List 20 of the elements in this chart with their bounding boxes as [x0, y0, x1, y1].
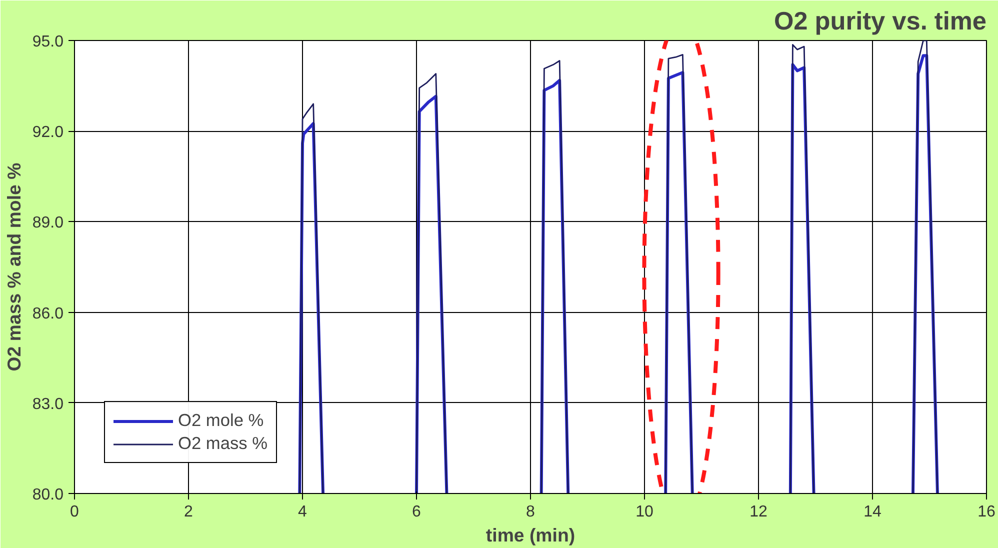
- y-tick-label: 80.0: [32, 486, 64, 504]
- x-tick-label: 4: [298, 504, 308, 520]
- y-tick-label: 89.0: [32, 214, 64, 232]
- y-axis-title: O2 mass % and mole %: [3, 162, 24, 372]
- y-tick-label: 92.0: [32, 124, 64, 142]
- x-axis-title: time (min): [486, 524, 576, 546]
- x-tick-label: 12: [750, 504, 768, 520]
- legend-label: O2 mass %: [178, 433, 268, 454]
- legend-label: O2 mole %: [178, 410, 264, 431]
- chart-title: O2 purity vs. time: [774, 8, 987, 36]
- y-tick-label: 83.0: [32, 396, 64, 413]
- x-tick-label: 10: [636, 504, 654, 520]
- x-tick-label: 0: [70, 504, 80, 520]
- x-tick-label: 2: [184, 504, 194, 520]
- y-tick-label: 95.0: [32, 34, 64, 50]
- x-tick-label: 6: [412, 504, 422, 520]
- x-tick-label: 16: [978, 504, 996, 520]
- x-tick-label: 8: [526, 504, 536, 520]
- y-tick-label: 86.0: [32, 305, 64, 322]
- x-tick-label: 14: [864, 504, 882, 520]
